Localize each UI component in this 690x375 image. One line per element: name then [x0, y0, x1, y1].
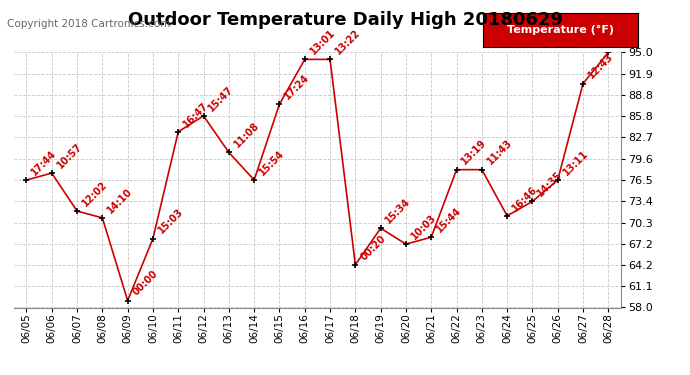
Text: 15:34: 15:34 [384, 196, 413, 225]
Text: 15:47: 15:47 [206, 84, 235, 113]
Text: 17:24: 17:24 [282, 72, 311, 101]
Text: 00:91: 00:91 [611, 21, 640, 50]
Text: 13:11: 13:11 [561, 148, 590, 177]
Text: Outdoor Temperature Daily High 20180629: Outdoor Temperature Daily High 20180629 [128, 11, 562, 29]
Text: 14:10: 14:10 [106, 186, 135, 215]
Text: 10:57: 10:57 [55, 141, 83, 170]
Text: 11:43: 11:43 [485, 138, 514, 167]
Text: 15:03: 15:03 [156, 207, 185, 236]
Text: 14:35: 14:35 [535, 170, 564, 199]
Text: 12:02: 12:02 [80, 179, 109, 208]
Text: 13:22: 13:22 [333, 28, 362, 57]
Text: Temperature (°F): Temperature (°F) [507, 25, 614, 35]
Text: 00:00: 00:00 [130, 269, 159, 298]
Text: 16:46: 16:46 [510, 184, 539, 213]
Text: 15:44: 15:44 [434, 206, 463, 234]
Text: 00:20: 00:20 [358, 233, 387, 262]
Text: 11:08: 11:08 [232, 121, 261, 150]
Text: Copyright 2018 Cartronics.com: Copyright 2018 Cartronics.com [7, 19, 170, 29]
Text: 13:01: 13:01 [308, 28, 337, 57]
Text: 16:47: 16:47 [181, 100, 210, 129]
Text: 13:19: 13:19 [460, 138, 489, 167]
Text: 12:43: 12:43 [586, 52, 615, 81]
Text: 10:03: 10:03 [409, 212, 438, 242]
Text: 17:44: 17:44 [30, 148, 59, 177]
Text: 15:54: 15:54 [257, 148, 286, 177]
